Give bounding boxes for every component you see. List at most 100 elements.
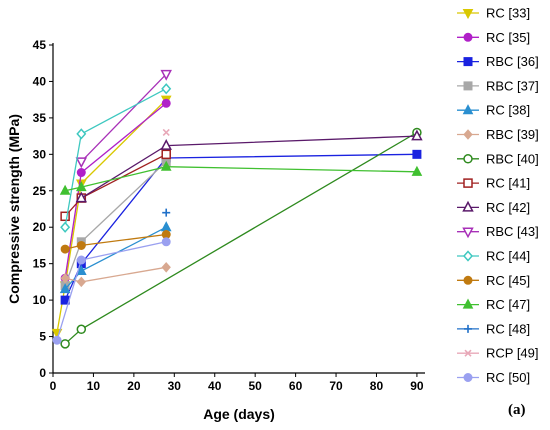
series-6 bbox=[60, 127, 422, 349]
legend-label: RC [50] bbox=[486, 370, 530, 385]
data-point bbox=[75, 191, 88, 203]
series-line bbox=[56, 241, 167, 341]
y-tick-label: 20 bbox=[33, 220, 47, 234]
legend-item: RCP [49] bbox=[457, 346, 539, 361]
legend-item: RC [38] bbox=[457, 103, 530, 118]
y-tick-label: 30 bbox=[33, 147, 47, 161]
legend-item: RBC [36] bbox=[457, 54, 539, 69]
data-point bbox=[161, 98, 171, 108]
legend-item: RBC [40] bbox=[457, 151, 539, 166]
data-point bbox=[60, 221, 71, 233]
legend-marker bbox=[462, 104, 474, 115]
data-point bbox=[160, 138, 172, 150]
x-axis-title: Age (days) bbox=[203, 406, 275, 422]
legend-label: RC [42] bbox=[486, 200, 530, 215]
data-point bbox=[76, 240, 86, 250]
legend-marker bbox=[463, 275, 473, 285]
legend-item: RC [35] bbox=[457, 30, 530, 45]
y-tick-label: 45 bbox=[33, 38, 47, 52]
data-point bbox=[411, 129, 423, 141]
legend-item: RC [41] bbox=[457, 176, 530, 191]
data-point bbox=[76, 276, 86, 288]
data-point bbox=[60, 211, 70, 222]
legend-label: RC [44] bbox=[486, 249, 530, 264]
legend-marker bbox=[463, 154, 473, 164]
x-tick-label: 30 bbox=[168, 379, 182, 393]
x-tick-label: 70 bbox=[329, 379, 343, 393]
legend-marker bbox=[463, 57, 473, 67]
legend-item: RC [50] bbox=[457, 370, 530, 385]
legend-marker bbox=[462, 250, 474, 262]
legend-label: RC [33] bbox=[486, 6, 530, 21]
data-point bbox=[161, 83, 172, 95]
x-tick-label: 80 bbox=[370, 379, 384, 393]
legend-item: RBC [37] bbox=[457, 78, 539, 93]
x-tick-label: 40 bbox=[208, 379, 222, 393]
legend-item: RC [42] bbox=[457, 200, 530, 215]
legend-marker bbox=[463, 81, 473, 91]
series-14 bbox=[162, 128, 170, 137]
series-9 bbox=[75, 69, 172, 169]
legend-label: RC [47] bbox=[486, 297, 530, 312]
data-point bbox=[52, 335, 62, 345]
data-point bbox=[76, 128, 87, 140]
legend-label: RBC [36] bbox=[486, 54, 539, 69]
legend-item: RC [33] bbox=[457, 6, 530, 21]
legend-marker bbox=[462, 298, 474, 309]
legend-item: RC [48] bbox=[457, 321, 530, 336]
series-0 bbox=[51, 95, 172, 339]
data-point bbox=[161, 237, 171, 247]
legend-label: RCP [49] bbox=[486, 346, 539, 361]
x-tick-label: 20 bbox=[127, 379, 141, 393]
x-tick-label: 90 bbox=[410, 379, 424, 393]
series-line bbox=[80, 135, 417, 199]
series-line bbox=[64, 131, 418, 345]
legend-label: RC [41] bbox=[486, 176, 530, 191]
x-tick-label: 60 bbox=[289, 379, 303, 393]
legend-marker bbox=[462, 200, 474, 212]
y-tick-label: 25 bbox=[33, 184, 47, 198]
series-line bbox=[64, 153, 417, 301]
data-point bbox=[161, 149, 171, 160]
data-point bbox=[60, 339, 70, 349]
series-13 bbox=[162, 208, 171, 217]
series-2 bbox=[60, 149, 422, 305]
legend-item: RBC [39] bbox=[457, 127, 539, 142]
legend-label: RBC [37] bbox=[486, 78, 539, 93]
data-point bbox=[60, 272, 70, 284]
data-point bbox=[160, 221, 172, 232]
legend-marker bbox=[463, 178, 473, 188]
legend-marker bbox=[463, 129, 473, 140]
legend-label: RC [38] bbox=[486, 103, 530, 118]
data-point bbox=[60, 244, 70, 254]
legend-marker bbox=[463, 32, 473, 42]
legend-label: RBC [43] bbox=[486, 224, 539, 239]
legend-marker bbox=[464, 324, 472, 333]
series-line bbox=[56, 99, 167, 334]
y-axis-title: Compressive strength (MPa) bbox=[6, 114, 22, 304]
data-point bbox=[160, 69, 172, 81]
series-8 bbox=[75, 129, 423, 203]
legend-item: RC [45] bbox=[457, 273, 530, 288]
data-point bbox=[412, 149, 422, 159]
data-point bbox=[162, 208, 171, 217]
legend-item: RC [47] bbox=[457, 297, 530, 312]
data-point bbox=[76, 255, 86, 265]
legend-marker bbox=[462, 9, 474, 20]
legend-marker bbox=[462, 227, 474, 239]
y-tick-label: 35 bbox=[33, 111, 47, 125]
data-point bbox=[75, 157, 88, 169]
legend-marker bbox=[463, 373, 473, 382]
y-tick-label: 15 bbox=[33, 257, 47, 271]
y-tick-label: 5 bbox=[39, 330, 46, 344]
y-tick-label: 10 bbox=[33, 293, 47, 307]
legend-label: RC [45] bbox=[486, 273, 530, 288]
data-point bbox=[75, 181, 87, 192]
x-tick-label: 0 bbox=[50, 379, 57, 393]
x-tick-label: 50 bbox=[248, 379, 262, 393]
plot-area: 0 5 10 15 20 25 30 35 40 45 0 10 20 30 40 50 60 70 80 90 bbox=[33, 38, 425, 393]
panel-label: (a) bbox=[508, 402, 526, 418]
series-10 bbox=[60, 83, 172, 233]
legend-label: RC [48] bbox=[486, 321, 530, 336]
